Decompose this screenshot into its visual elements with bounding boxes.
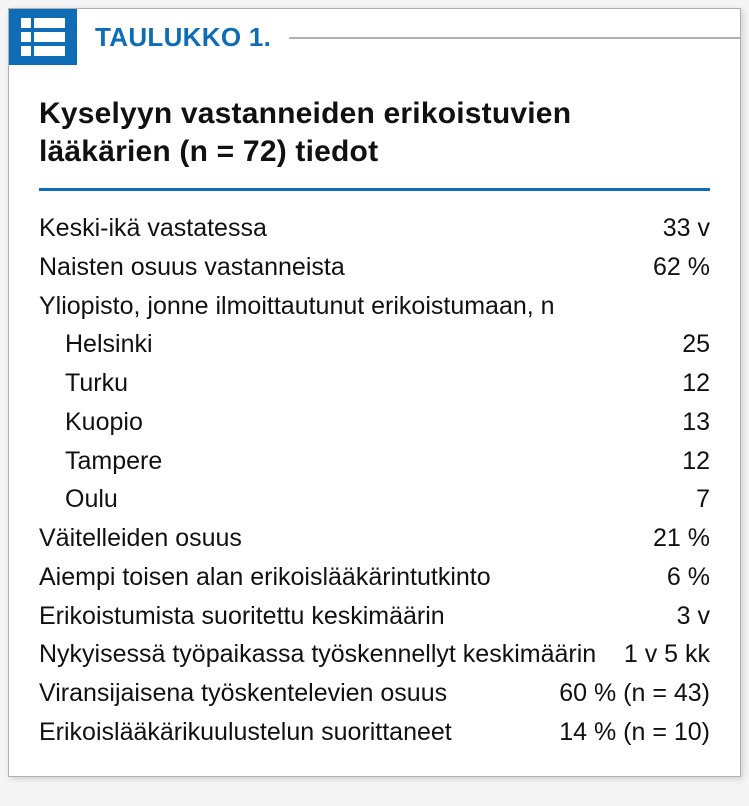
table-row: Viransijaisena työskentelevien osuus60 %… — [39, 674, 710, 713]
row-value: 3 v — [677, 597, 710, 636]
header-divider — [299, 9, 740, 65]
row-label: Kuopio — [39, 403, 682, 442]
row-value: 6 % — [667, 558, 710, 597]
table-row: Nykyisessä työpaikassa työskennellyt kes… — [39, 635, 710, 674]
table-rows: Keski-ikä vastatessa33 vNaisten osuus va… — [39, 209, 710, 752]
row-label: Erikoislääkärikuulustelun suorittaneet — [39, 713, 559, 752]
row-value: 1 v 5 kk — [624, 635, 710, 674]
row-label: Erikoistumista suoritettu keskimäärin — [39, 597, 677, 636]
row-label: Viransijaisena työskentelevien osuus — [39, 674, 559, 713]
row-value: 7 — [696, 480, 710, 519]
table-card: TAULUKKO 1. Kyselyyn vastanneiden erikoi… — [8, 8, 741, 777]
table-row: Erikoislääkärikuulustelun suorittaneet14… — [39, 713, 710, 752]
row-label: Tampere — [39, 442, 682, 481]
table-header: TAULUKKO 1. — [9, 9, 740, 65]
row-label: Oulu — [39, 480, 696, 519]
table-row: Turku12 — [39, 364, 710, 403]
table-body: Kyselyyn vastanneiden erikoistuvien lääk… — [9, 65, 740, 776]
table-row: Yliopisto, jonne ilmoittautunut erikoist… — [39, 287, 710, 326]
table-number-label: TAULUKKO 1. — [77, 9, 299, 65]
row-value: 21 % — [653, 519, 710, 558]
row-label: Turku — [39, 364, 682, 403]
row-value: 33 v — [663, 209, 710, 248]
row-label: Keski-ikä vastatessa — [39, 209, 663, 248]
table-row: Aiempi toisen alan erikoislääkärintutkin… — [39, 558, 710, 597]
row-label: Nykyisessä työpaikassa työskennellyt kes… — [39, 635, 624, 674]
table-row: Kuopio13 — [39, 403, 710, 442]
row-value: 13 — [682, 403, 710, 442]
table-row: Väitelleiden osuus21 % — [39, 519, 710, 558]
row-value: 12 — [682, 442, 710, 481]
row-label: Helsinki — [39, 325, 682, 364]
row-label: Aiempi toisen alan erikoislääkärintutkin… — [39, 558, 667, 597]
row-value: 25 — [682, 325, 710, 364]
table-row: Helsinki25 — [39, 325, 710, 364]
row-label: Väitelleiden osuus — [39, 519, 653, 558]
row-value: 60 % (n = 43) — [559, 674, 710, 713]
row-label: Naisten osuus vastanneista — [39, 248, 653, 287]
table-row: Oulu7 — [39, 480, 710, 519]
table-row: Tampere12 — [39, 442, 710, 481]
title-rule — [39, 188, 710, 191]
row-value: 12 — [682, 364, 710, 403]
table-row: Erikoistumista suoritettu keskimäärin3 v — [39, 597, 710, 636]
row-label: Yliopisto, jonne ilmoittautunut erikoist… — [39, 287, 710, 326]
row-value: 62 % — [653, 248, 710, 287]
table-icon — [9, 9, 77, 65]
table-title: Kyselyyn vastanneiden erikoistuvien lääk… — [39, 95, 710, 170]
row-value: 14 % (n = 10) — [559, 713, 710, 752]
table-row: Naisten osuus vastanneista62 % — [39, 248, 710, 287]
table-row: Keski-ikä vastatessa33 v — [39, 209, 710, 248]
